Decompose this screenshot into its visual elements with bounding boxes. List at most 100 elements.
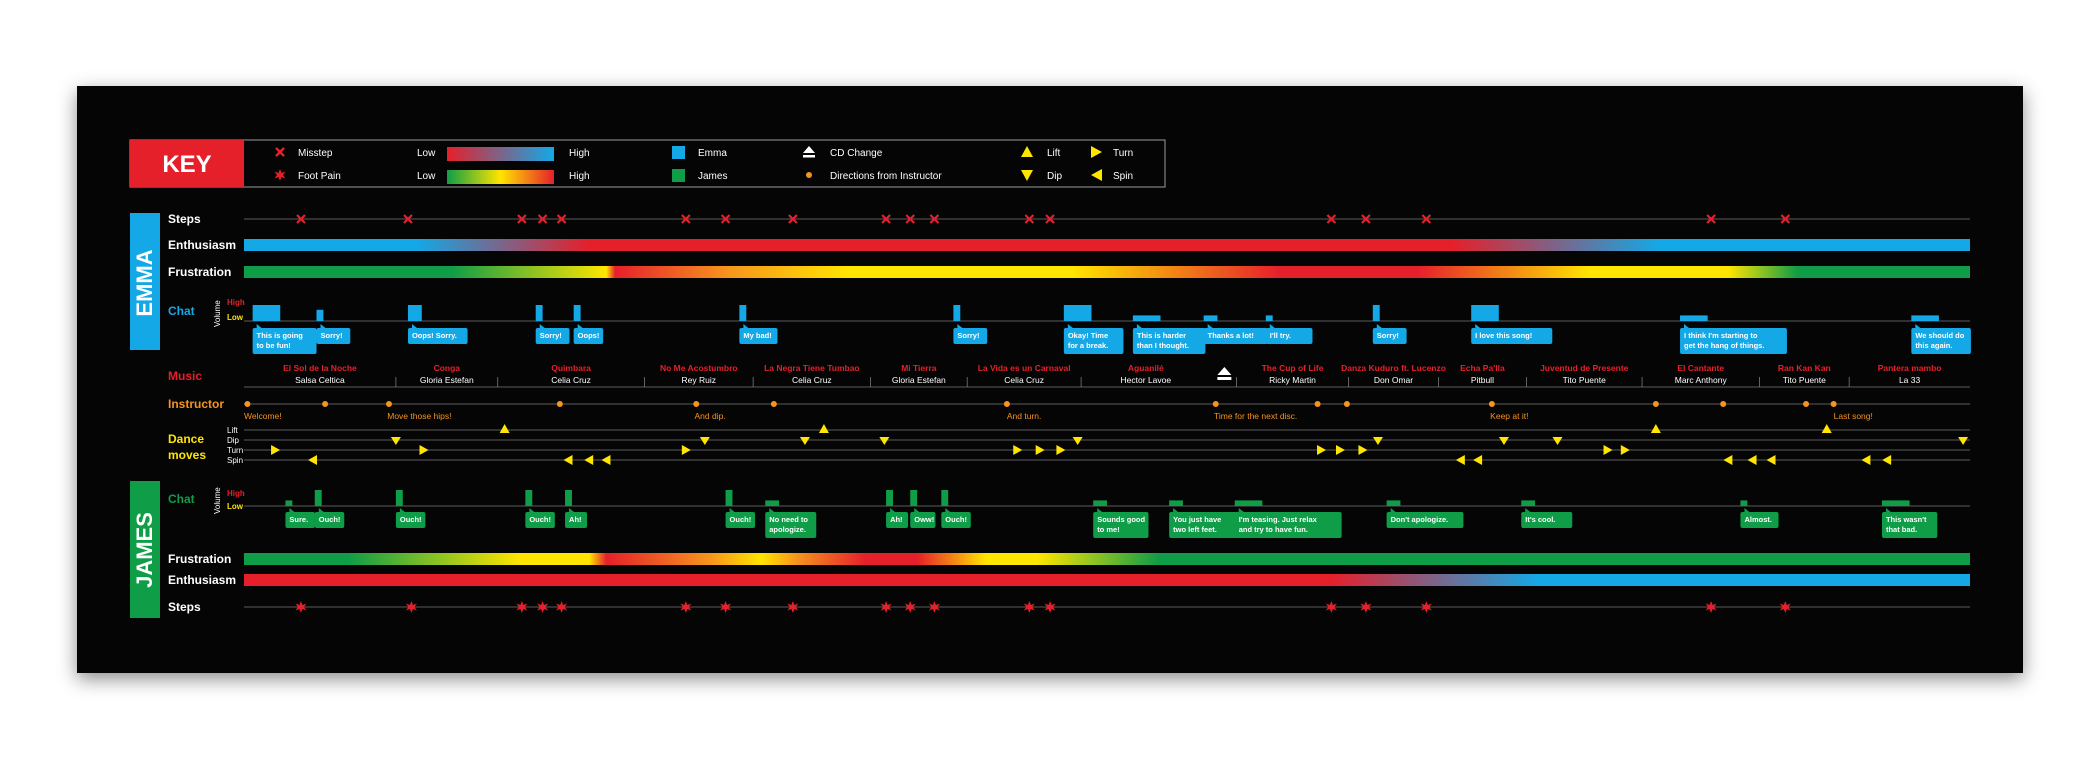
james-name-bar — [130, 481, 160, 618]
emma-misstep-marker — [681, 214, 691, 224]
james-foot-pain-marker — [720, 601, 732, 613]
james-foot-pain-marker — [880, 601, 892, 613]
emma-chat-volume-bar — [407, 305, 422, 321]
emma-misstep-marker — [881, 214, 891, 224]
james-chat-bubble-tail — [1173, 508, 1179, 512]
james-chat-text: It's cool. — [1525, 515, 1555, 524]
instructor-dot — [385, 401, 392, 407]
dip-marker — [1552, 437, 1563, 445]
instructor-dot — [1212, 401, 1219, 407]
james-chat-bubble — [565, 512, 588, 528]
key-border — [129, 139, 1166, 188]
emma-name: EMMA — [132, 249, 157, 316]
james-chat-bubble — [1169, 512, 1238, 538]
emma-chat-bubble-tail — [320, 324, 326, 328]
emma-chat-volume-bar — [1911, 315, 1939, 321]
song-artist: La 33 — [1899, 375, 1921, 385]
emma-chat-volume-bar — [535, 305, 543, 321]
song-title: Ran Kan Kan — [1778, 363, 1831, 373]
cd-change-marker — [1217, 367, 1232, 380]
spin-marker — [1766, 455, 1776, 465]
song-title: No Me Acostumbro — [660, 363, 738, 373]
song-artist: Marc Anthony — [1675, 375, 1728, 385]
emma-chat-text: This is going — [257, 331, 304, 340]
emma-chat-bubble-tail — [411, 324, 417, 328]
james-chat-bubble-tail — [1525, 508, 1531, 512]
james-foot-pain-marker — [1360, 601, 1372, 613]
song-title: La Negra Tiene Tumbao — [764, 363, 860, 373]
emma-chat-bubble-tail — [539, 324, 545, 328]
emma-chat-bubble-tail — [1067, 324, 1073, 328]
emma-misstep-marker-stroke-b — [929, 214, 940, 224]
james-foot-pain-marker — [295, 601, 307, 613]
james-chat-bubble — [765, 512, 817, 538]
emma-chat-text: I'll try. — [1270, 331, 1291, 340]
james-chat-bubble-tail — [769, 508, 775, 512]
instructor-dot — [1652, 401, 1659, 407]
james-chat-text: Ouch! — [945, 515, 967, 524]
james-chat-bubble — [1521, 512, 1573, 528]
emma-chat-volume-bar — [252, 305, 281, 321]
instructor-dot — [1830, 401, 1837, 407]
instructor-direction: Welcome! — [244, 411, 282, 421]
emma-volume-high: High — [227, 298, 245, 307]
emma-chat-bubble — [1911, 328, 1971, 354]
emma-misstep-marker — [1045, 214, 1055, 224]
james-foot-pain-marker — [1779, 601, 1791, 613]
key-james-label: James — [698, 171, 727, 182]
song-title: Pantera mambo — [1878, 363, 1942, 373]
dance-timeline-diagram: KEY Misstep Foot Pain Low High Low High … — [129, 139, 1971, 618]
spin-marker — [1473, 455, 1483, 465]
james-chat-text: Oww! — [914, 515, 934, 524]
james-chat-bubble — [1740, 512, 1779, 528]
james-chat-volume-bar — [1169, 500, 1183, 506]
emma-misstep-marker — [556, 214, 567, 224]
emma-name-bar — [130, 213, 160, 350]
instructor-dot — [322, 401, 329, 407]
james-steps-label: Steps — [168, 600, 201, 614]
instructor-dot — [556, 401, 563, 407]
emma-misstep-marker-stroke-b — [1706, 214, 1716, 224]
emma-chat-label: Chat — [168, 304, 195, 318]
spin-icon — [1091, 169, 1102, 181]
emma-chat-text: for a break. — [1068, 341, 1108, 350]
emma-misstep-marker — [720, 214, 731, 224]
song-title: El Sol de la Noche — [283, 363, 357, 373]
james-chat-volume-bar — [565, 490, 572, 506]
song-title: El Cantante — [1677, 363, 1724, 373]
james-enthusiasm-bar — [244, 574, 1970, 586]
james-enthusiasm-label: Enthusiasm — [168, 573, 236, 587]
james-chat-text: Ah! — [890, 515, 903, 524]
lift-icon — [1021, 146, 1033, 157]
emma-misstep-marker — [788, 214, 798, 224]
james-volume-low: Low — [227, 502, 244, 511]
emma-misstep-marker-stroke-b — [403, 214, 413, 224]
emma-chat-bubble — [1063, 328, 1124, 354]
song-artist: Hector Lavoe — [1121, 375, 1172, 385]
james-foot-pain-marker — [516, 601, 528, 613]
james-chat-text: Ouch! — [400, 515, 422, 524]
james-chat-text: This wasn't — [1886, 515, 1927, 524]
lift-marker — [1821, 424, 1832, 433]
emma-chat-bubble — [252, 328, 317, 354]
song-title: Danza Kuduro ft. Lucenzo — [1341, 363, 1446, 373]
dip-marker — [799, 437, 810, 445]
emma-misstep-marker-stroke-b — [1024, 214, 1035, 224]
key-james-scale-low: Low — [417, 171, 436, 182]
james-chat-volume-bar — [765, 500, 780, 506]
james-chat-text: Ouch! — [319, 515, 341, 524]
james-chat-text: No need to — [769, 515, 808, 524]
emma-chat-bubble-tail — [1475, 324, 1481, 328]
emma-chat-text: We should do — [1915, 331, 1964, 340]
james-chat-bubble — [1093, 512, 1149, 538]
emma-chat-volume-bar — [1203, 315, 1218, 321]
key-cd-change-label: CD Change — [830, 148, 883, 159]
emma-misstep-marker-stroke-b — [1361, 214, 1371, 224]
emma-chat-volume-bar — [316, 309, 324, 321]
emma-chat-bubble-tail — [577, 324, 583, 328]
emma-frustration-label: Frustration — [168, 265, 231, 279]
key-spin-label: Spin — [1113, 171, 1133, 182]
key-emma-label: Emma — [698, 148, 727, 159]
emma-chat-volume-bar — [573, 305, 581, 321]
